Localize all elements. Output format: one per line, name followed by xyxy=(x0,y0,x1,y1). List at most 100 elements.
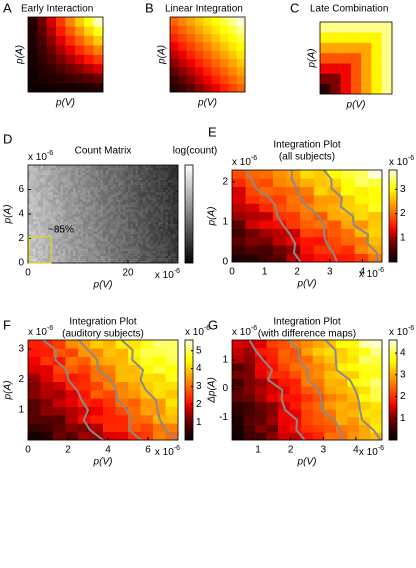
heatmap-cell xyxy=(150,233,154,237)
heatmap-cell xyxy=(158,216,161,220)
heatmap-cell xyxy=(88,255,91,259)
heatmap-cell xyxy=(38,196,41,200)
heatmap-cell xyxy=(153,258,156,261)
heatmap-cell xyxy=(341,245,356,254)
heatmap-cell xyxy=(50,187,54,190)
heatmap-cell xyxy=(324,378,337,387)
heatmap-cell xyxy=(335,378,348,387)
heatmap-cell xyxy=(50,167,54,171)
heatmap-cell xyxy=(115,340,129,349)
heatmap-cell xyxy=(145,238,149,242)
heatmap-cell xyxy=(73,245,76,249)
colorbar-cell xyxy=(185,214,193,217)
heatmap-cell xyxy=(173,231,176,234)
heatmap-cell xyxy=(95,221,99,225)
heatmap-cell xyxy=(33,248,36,252)
heatmap-cell xyxy=(153,172,156,176)
heatmap-cell xyxy=(140,255,144,259)
multiplier-base: x 10 xyxy=(155,447,174,458)
heatmap-cell xyxy=(46,35,57,46)
heatmap-cell xyxy=(40,182,44,185)
heatmap-cell xyxy=(158,199,161,203)
heatmap-cell xyxy=(48,248,51,252)
panel-subtitle: (all subjects) xyxy=(279,152,335,163)
heatmap-cell xyxy=(155,231,159,234)
heatmap-cell xyxy=(168,196,171,200)
heatmap-cell xyxy=(143,258,146,261)
heatmap-cell xyxy=(130,258,134,261)
heatmap-cell xyxy=(272,236,287,246)
heatmap-cell xyxy=(88,245,91,249)
heatmap-cell xyxy=(301,432,314,441)
colorbar-cell xyxy=(185,177,193,180)
heatmap-cell xyxy=(108,165,111,168)
heatmap-cell xyxy=(103,169,106,173)
heatmap-cell xyxy=(28,390,41,399)
heatmap-cell xyxy=(125,194,129,198)
heatmap-cell xyxy=(153,260,156,264)
heatmap-cell xyxy=(90,365,104,374)
heatmap-cell xyxy=(48,191,51,195)
heatmap-cell xyxy=(170,204,174,207)
colorbar-cell xyxy=(389,179,397,182)
heatmap-cell xyxy=(38,206,41,210)
heatmap-cell xyxy=(118,228,121,232)
heatmap-cell xyxy=(93,221,96,225)
heatmap-cell xyxy=(93,17,104,27)
heatmap-cell xyxy=(65,356,79,366)
heatmap-cell xyxy=(88,167,91,171)
heatmap-cell xyxy=(165,189,169,193)
heatmap-cell xyxy=(70,260,74,264)
heatmap-cell xyxy=(135,184,139,188)
heatmap-cell xyxy=(37,82,48,93)
heatmap-cell xyxy=(175,201,179,205)
heatmap-cell xyxy=(170,33,179,43)
colorbar-cell xyxy=(185,245,193,249)
heatmap-cell xyxy=(165,260,169,264)
heatmap-cell xyxy=(113,231,116,234)
heatmap-cell xyxy=(150,209,154,212)
heatmap-cell xyxy=(289,355,302,364)
heatmap-cell xyxy=(45,167,49,171)
heatmap-cell xyxy=(301,347,314,356)
heatmap-cell xyxy=(75,196,79,200)
heatmap-cell xyxy=(90,182,94,185)
heatmap-cell xyxy=(60,218,64,222)
heatmap-cell xyxy=(115,238,119,242)
heatmap-cell xyxy=(70,211,74,215)
heatmap-cell xyxy=(28,17,38,27)
heatmap-cell xyxy=(30,214,34,217)
heatmap-cell xyxy=(165,194,169,198)
heatmap-cell xyxy=(73,187,76,190)
heatmap-cell xyxy=(48,206,51,210)
heatmap-cell xyxy=(243,347,256,356)
heatmap-cell xyxy=(35,204,39,207)
heatmap-cell xyxy=(178,17,187,26)
heatmap-cell xyxy=(123,233,126,237)
heatmap-cell xyxy=(168,236,171,239)
heatmap-cell xyxy=(347,355,360,364)
heatmap-cell xyxy=(95,258,99,261)
heatmap-cell xyxy=(98,248,101,252)
heatmap-cell xyxy=(80,233,84,237)
heatmap-cell xyxy=(40,248,44,252)
heatmap-cell xyxy=(148,182,151,185)
colorbar-cell xyxy=(389,174,397,178)
heatmap-cell xyxy=(170,187,174,190)
heatmap-cell xyxy=(266,416,279,425)
heatmap-cell xyxy=(55,172,59,176)
heatmap-cell xyxy=(103,209,106,212)
heatmap-cell xyxy=(40,406,54,416)
heatmap-cell xyxy=(78,184,81,188)
heatmap-cell xyxy=(53,167,56,171)
heatmap-cell xyxy=(35,255,39,259)
heatmap-cell xyxy=(145,260,149,264)
heatmap-cell xyxy=(312,363,325,372)
heatmap-cell xyxy=(128,255,131,259)
heatmap-cell xyxy=(38,260,41,264)
heatmap-cell xyxy=(175,253,179,256)
colorbar-cell xyxy=(185,221,193,225)
heatmap-cell xyxy=(103,431,116,441)
heatmap-cell xyxy=(83,204,86,207)
heatmap-cell xyxy=(381,32,393,43)
